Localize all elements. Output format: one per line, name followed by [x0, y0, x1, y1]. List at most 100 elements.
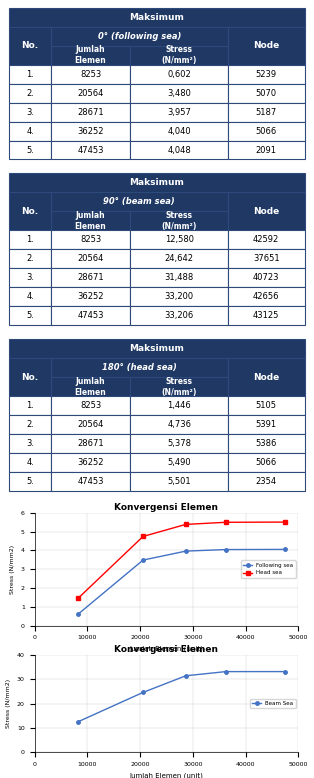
Head sea	[184, 520, 188, 529]
Bar	[51, 287, 130, 307]
Bar	[9, 396, 51, 415]
Text: No.: No.	[22, 373, 39, 382]
Text: 4.: 4.	[26, 127, 34, 135]
Text: 5070: 5070	[256, 89, 277, 97]
Bar	[9, 434, 51, 453]
X-axis label: Jumlah Elemen (unit): Jumlah Elemen (unit)	[129, 773, 203, 778]
Bar	[51, 230, 130, 250]
Bar	[9, 230, 51, 250]
Following sea	[184, 546, 188, 555]
Bar	[228, 121, 305, 141]
Text: 42656: 42656	[253, 293, 279, 301]
Beam Sea	[283, 667, 287, 676]
Bar	[9, 472, 51, 491]
Bar	[51, 358, 228, 377]
Bar	[130, 121, 228, 141]
Text: Maksimum: Maksimum	[130, 12, 184, 22]
Text: 20564: 20564	[78, 89, 104, 97]
Bar	[228, 250, 305, 268]
Bar	[228, 396, 305, 415]
Y-axis label: Stress (N/mm2): Stress (N/mm2)	[10, 545, 15, 594]
Head sea	[283, 517, 287, 527]
Text: 3,480: 3,480	[167, 89, 191, 97]
Text: 36252: 36252	[77, 127, 104, 135]
Text: 1.: 1.	[26, 70, 34, 79]
Bar	[130, 250, 228, 268]
Text: 28671: 28671	[77, 439, 104, 448]
Text: 5.: 5.	[26, 145, 34, 155]
Bar	[51, 192, 228, 212]
Text: No.: No.	[22, 41, 39, 51]
Bar	[228, 307, 305, 325]
Text: 90° (beam sea): 90° (beam sea)	[103, 198, 175, 206]
Text: 0° (following sea): 0° (following sea)	[98, 32, 181, 40]
Text: 47453: 47453	[77, 145, 104, 155]
Bar	[9, 453, 51, 472]
Bar	[130, 472, 228, 491]
Bar	[9, 121, 51, 141]
Bar	[9, 358, 51, 396]
Text: Jumlah
Elemen: Jumlah Elemen	[75, 211, 106, 231]
Bar	[9, 250, 51, 268]
Text: Jumlah
Elemen: Jumlah Elemen	[75, 377, 106, 397]
Text: Node: Node	[253, 41, 279, 51]
Bar	[9, 192, 51, 230]
Text: 12,580: 12,580	[165, 236, 194, 244]
Bar	[228, 358, 305, 396]
Text: 2.: 2.	[26, 420, 34, 429]
Bar	[9, 141, 51, 159]
Bar	[9, 103, 51, 121]
Bar	[228, 434, 305, 453]
Bar	[130, 141, 228, 159]
Following sea	[76, 609, 80, 619]
Bar	[130, 434, 228, 453]
Bar	[130, 307, 228, 325]
Text: 5.: 5.	[26, 311, 34, 321]
Bar	[51, 268, 130, 287]
Text: 8253: 8253	[80, 236, 101, 244]
Text: 5391: 5391	[256, 420, 277, 429]
Bar	[51, 103, 130, 121]
Bar	[130, 65, 228, 84]
Text: 3.: 3.	[26, 273, 34, 282]
Text: 5,378: 5,378	[167, 439, 191, 448]
Text: 4.: 4.	[26, 293, 34, 301]
Bar	[228, 26, 305, 65]
Bar	[130, 46, 228, 65]
Text: 5066: 5066	[256, 127, 277, 135]
Text: Node: Node	[253, 207, 279, 216]
Text: 4,736: 4,736	[167, 420, 191, 429]
Bar	[130, 268, 228, 287]
Bar	[228, 268, 305, 287]
Bar	[130, 377, 228, 396]
Text: 47453: 47453	[77, 311, 104, 321]
Text: 28671: 28671	[77, 107, 104, 117]
Text: 43125: 43125	[253, 311, 279, 321]
Bar	[51, 250, 130, 268]
Bar	[228, 287, 305, 307]
Text: Maksimum: Maksimum	[130, 178, 184, 187]
Bar	[51, 46, 130, 65]
Bar	[51, 65, 130, 84]
Text: 2091: 2091	[256, 145, 277, 155]
Beam Sea	[76, 717, 80, 727]
Line: Following sea: Following sea	[76, 548, 287, 616]
Bar	[51, 307, 130, 325]
Text: 1.: 1.	[26, 401, 34, 410]
Head sea	[76, 594, 80, 603]
Text: 4,048: 4,048	[167, 145, 191, 155]
Text: 31,488: 31,488	[165, 273, 194, 282]
Text: 33,200: 33,200	[165, 293, 194, 301]
Legend: Following sea, Head sea: Following sea, Head sea	[241, 560, 295, 578]
Legend: Beam Sea: Beam Sea	[250, 699, 295, 709]
Following sea	[141, 555, 145, 565]
Bar	[51, 212, 130, 230]
Text: 37651: 37651	[253, 254, 279, 263]
Line: Beam Sea: Beam Sea	[76, 670, 287, 724]
Bar	[51, 377, 130, 396]
Bar	[228, 453, 305, 472]
Text: Stress
(N/mm²): Stress (N/mm²)	[161, 45, 197, 65]
Text: 5.: 5.	[26, 477, 34, 486]
Text: Maksimum: Maksimum	[130, 344, 184, 353]
Bar	[9, 84, 51, 103]
